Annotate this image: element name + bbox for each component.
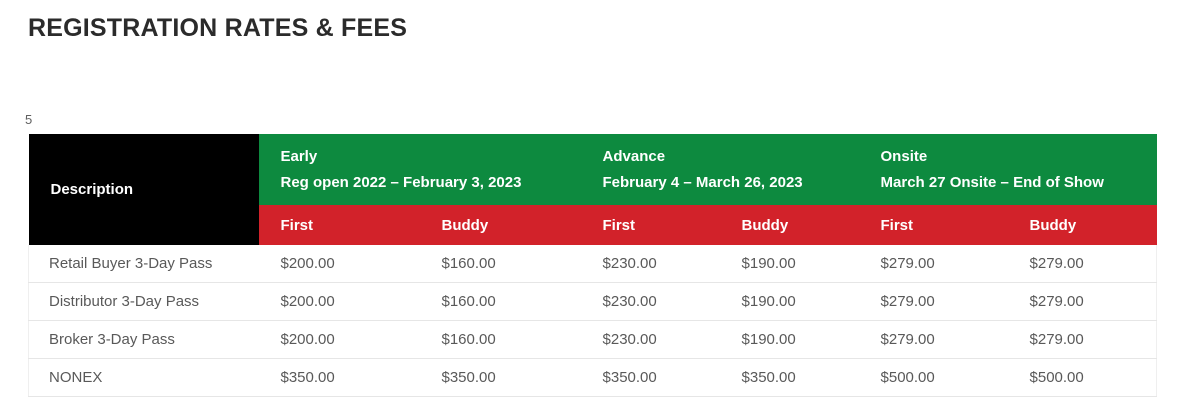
- price-cell: $160.00: [419, 320, 581, 359]
- price-cell: $500.00: [858, 358, 1008, 397]
- subheader-onsite-buddy: Buddy: [1007, 205, 1157, 245]
- group-name-onsite: Onsite: [880, 147, 928, 165]
- price-cell: $279.00: [1007, 245, 1158, 283]
- row-description: Distributor 3-Day Pass: [28, 282, 259, 321]
- price-cell: $279.00: [858, 320, 1008, 359]
- price-cell: $350.00: [719, 358, 859, 397]
- group-header-advance: Advance February 4 – March 26, 2023: [580, 134, 859, 205]
- group-header-early: Early Reg open 2022 – February 3, 2023: [258, 134, 581, 205]
- price-cell: $279.00: [858, 282, 1008, 321]
- registration-rates-table: Description Early Reg open 2022 – Februa…: [28, 134, 1158, 397]
- price-cell: $200.00: [258, 320, 420, 359]
- group-dates-advance: February 4 – March 26, 2023: [602, 173, 803, 191]
- price-cell: $279.00: [1007, 320, 1158, 359]
- price-cell: $230.00: [580, 282, 720, 321]
- row-description: Retail Buyer 3-Day Pass: [28, 245, 259, 283]
- price-cell: $160.00: [419, 245, 581, 283]
- subheader-early-first: First: [258, 205, 420, 245]
- subheader-advance-buddy: Buddy: [719, 205, 859, 245]
- price-cell: $190.00: [719, 320, 859, 359]
- price-cell: $350.00: [580, 358, 720, 397]
- subheader-advance-first: First: [580, 205, 720, 245]
- table-row: Retail Buyer 3-Day Pass $200.00 $160.00 …: [28, 245, 1158, 283]
- table-row: Distributor 3-Day Pass $200.00 $160.00 $…: [28, 282, 1158, 321]
- price-cell: $350.00: [258, 358, 420, 397]
- price-cell: $279.00: [858, 245, 1008, 283]
- subheader-row: First Buddy First Buddy First Buddy: [29, 205, 1157, 245]
- price-cell: $200.00: [258, 282, 420, 321]
- price-cell: $230.00: [580, 245, 720, 283]
- row-description: Broker 3-Day Pass: [28, 320, 259, 359]
- group-dates-onsite: March 27 Onsite – End of Show: [880, 173, 1104, 191]
- price-cell: $190.00: [719, 245, 859, 283]
- price-cell: $350.00: [419, 358, 581, 397]
- subheader-onsite-first: First: [858, 205, 1008, 245]
- price-cell: $190.00: [719, 282, 859, 321]
- table-row: NONEX $350.00 $350.00 $350.00 $350.00 $5…: [28, 358, 1158, 397]
- group-name-advance: Advance: [602, 147, 666, 165]
- table-row: Broker 3-Day Pass $200.00 $160.00 $230.0…: [28, 320, 1158, 359]
- price-cell: $160.00: [419, 282, 581, 321]
- subheader-early-buddy: Buddy: [419, 205, 581, 245]
- price-cell: $279.00: [1007, 282, 1158, 321]
- row-description: NONEX: [28, 358, 259, 397]
- footnote-marker: 5: [25, 112, 33, 127]
- price-cell: $230.00: [580, 320, 720, 359]
- group-header-row: Description Early Reg open 2022 – Februa…: [28, 134, 1157, 245]
- group-header-onsite: Onsite March 27 Onsite – End of Show: [858, 134, 1157, 205]
- page-title: REGISTRATION RATES & FEES: [28, 14, 408, 42]
- price-cell: $200.00: [258, 245, 420, 283]
- group-name-early: Early: [280, 147, 318, 165]
- group-dates-early: Reg open 2022 – February 3, 2023: [280, 173, 522, 191]
- price-cell: $500.00: [1007, 358, 1158, 397]
- description-header-cell: Description: [28, 134, 259, 245]
